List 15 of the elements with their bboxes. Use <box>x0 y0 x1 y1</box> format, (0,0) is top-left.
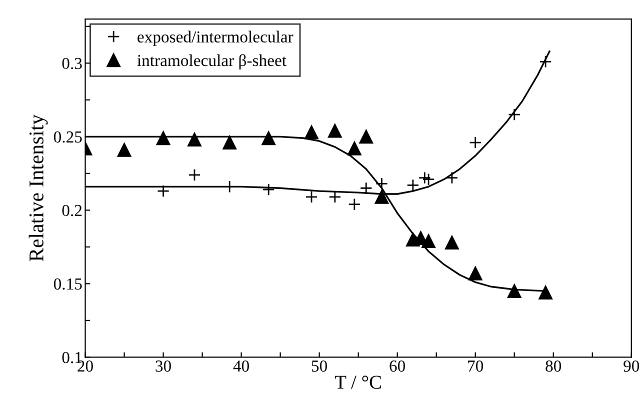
x-axis-title: T / °C <box>334 376 381 389</box>
y-tick-label: 0.2 <box>62 204 82 216</box>
y-axis-title: Relative Intensity <box>28 114 48 262</box>
y-tick-label: 0.25 <box>54 131 82 143</box>
x-tick-label: 40 <box>233 360 249 372</box>
x-tick-label: 60 <box>390 360 406 372</box>
x-tick-label: 80 <box>546 360 562 372</box>
y-tick-label: 0.3 <box>62 58 82 70</box>
x-tick-label: 70 <box>468 360 484 372</box>
x-tick-label: 90 <box>624 360 640 372</box>
x-tick-label: 30 <box>156 360 171 372</box>
legend-label: exposed/intermolecular <box>138 30 294 46</box>
x-tick-label: 50 <box>312 360 328 372</box>
y-tick-label: 0.15 <box>54 278 82 290</box>
legend-label: intramolecular β-sheet <box>137 54 286 70</box>
